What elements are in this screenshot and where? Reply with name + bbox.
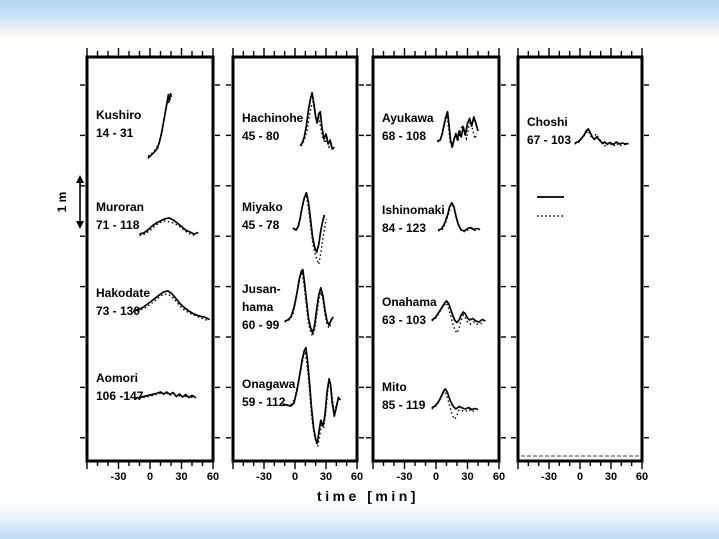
station-window-label: 68 - 108 xyxy=(382,129,426,143)
x-tick-label: 60 xyxy=(207,471,219,483)
x-tick-label: -30 xyxy=(256,471,272,483)
observed-trace xyxy=(132,290,211,321)
station-name-label: Choshi xyxy=(527,115,568,129)
observed-trace xyxy=(139,217,199,235)
x-tick-label: 30 xyxy=(605,471,617,483)
station-name-label: Mito xyxy=(382,380,407,394)
panel-frame xyxy=(85,55,215,463)
station-name-label: Ishinomaki xyxy=(382,203,445,217)
observed-trace xyxy=(437,201,481,232)
observed-trace xyxy=(299,91,335,150)
synthetic-trace xyxy=(284,271,332,339)
station-name-label: Kushiro xyxy=(96,108,141,122)
station-name-label: Hakodate xyxy=(96,286,150,300)
observed-trace xyxy=(431,388,479,411)
station-window-label: 59 - 112 xyxy=(242,395,286,409)
scale-bar-arrow-up xyxy=(76,175,84,183)
observed-trace xyxy=(292,191,326,254)
panel-frame xyxy=(231,55,359,463)
station-window-label: 71 - 118 xyxy=(96,218,140,232)
x-tick-label: -30 xyxy=(541,471,557,483)
observed-trace xyxy=(282,346,342,445)
station-window-label: 67 - 103 xyxy=(527,133,571,147)
x-tick-label: -30 xyxy=(397,471,413,483)
observed-trace xyxy=(147,92,173,159)
observed-trace xyxy=(436,110,479,148)
synthetic-trace xyxy=(139,220,196,237)
figure-built-content: -30 0 30 60 Kushiro 14 - 31 Muroran 71 - 118 Hak… xyxy=(76,48,649,483)
x-tick-label: 60 xyxy=(351,471,363,483)
station-window-label: 84 - 123 xyxy=(382,221,426,235)
synthetic-trace xyxy=(437,203,479,233)
panel-frame xyxy=(516,55,644,463)
panel-frame xyxy=(371,55,501,463)
station-name-label: Ayukawa xyxy=(382,111,434,125)
station-name-label: Muroran xyxy=(96,200,144,214)
x-tick-label: 60 xyxy=(493,471,505,483)
slide-bottom-gradient xyxy=(0,503,719,539)
scale-bar-label: 1 m xyxy=(55,192,69,213)
slide-top-gradient xyxy=(0,0,719,42)
x-tick-label: 0 xyxy=(577,471,583,483)
observed-trace xyxy=(284,268,334,334)
station-name-label: Onahama xyxy=(382,295,437,309)
observed-trace xyxy=(574,128,629,146)
x-tick-label: -30 xyxy=(111,471,127,483)
x-tick-label: 30 xyxy=(461,471,473,483)
x-tick-label: 30 xyxy=(320,471,332,483)
observed-trace xyxy=(135,391,196,399)
station-name-label: Aomori xyxy=(96,371,138,385)
x-tick-label: 60 xyxy=(636,471,648,483)
x-tick-label: 0 xyxy=(292,471,298,483)
station-window-label: 45 - 80 xyxy=(242,129,280,143)
x-axis-title: time [min] xyxy=(317,488,419,504)
observed-trace xyxy=(431,300,486,324)
station-window-label: 60 - 99 xyxy=(242,318,280,332)
scale-bar-arrow-down xyxy=(76,221,84,229)
synthetic-trace xyxy=(574,129,628,148)
station-window-label: 45 - 78 xyxy=(242,218,280,232)
station-window-label: 63 - 103 xyxy=(382,313,426,327)
station-window-label: 85 - 119 xyxy=(382,398,426,412)
station-window-label: 14 - 31 xyxy=(96,126,134,140)
station-name-label: hama xyxy=(242,300,274,314)
station-name-label: Miyako xyxy=(242,200,283,214)
station-name-label: Hachinohe xyxy=(242,111,304,125)
x-tick-label: 0 xyxy=(147,471,153,483)
synthetic-trace xyxy=(431,301,484,335)
x-tick-label: 0 xyxy=(433,471,439,483)
station-name-label: Onagawa xyxy=(242,377,296,391)
station-window-label: 106 -147 xyxy=(96,389,144,403)
station-name-label: Jusan- xyxy=(242,282,281,296)
x-tick-label: 30 xyxy=(175,471,187,483)
station-window-label: 73 - 130 xyxy=(96,304,140,318)
